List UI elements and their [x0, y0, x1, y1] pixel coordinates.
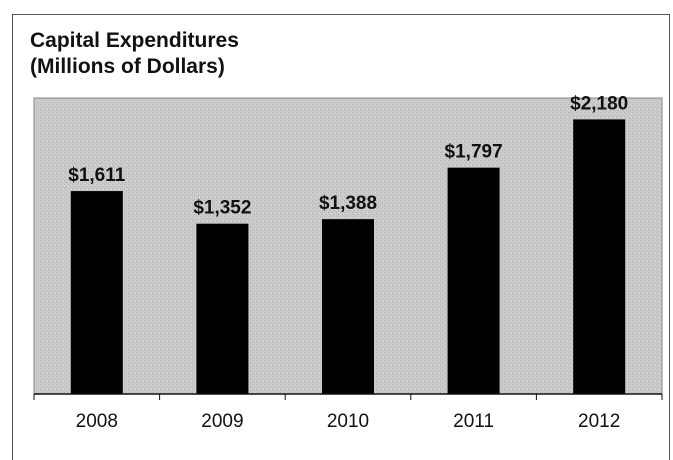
- data-label-2010: $1,388: [319, 193, 377, 214]
- chart-title-line-1: Capital Expenditures: [30, 29, 239, 52]
- chart-frame: [12, 14, 670, 460]
- data-label-2009: $1,352: [193, 198, 251, 219]
- data-label-2008: $1,611: [68, 165, 125, 186]
- data-label-2011: $1,797: [445, 142, 503, 163]
- x-tick-label-2011: 2011: [453, 411, 494, 432]
- bar-2012: [573, 119, 626, 394]
- bar-2008: [70, 191, 123, 394]
- x-tick-label-2009: 2009: [201, 411, 243, 432]
- chart-title-line-2: (Millions of Dollars): [30, 55, 225, 78]
- x-tick-label-2008: 2008: [76, 411, 118, 432]
- data-label-2012: $2,180: [570, 93, 628, 114]
- x-tick-label-2012: 2012: [578, 411, 620, 432]
- chart-title: Capital Expenditures (Millions of Dollar…: [30, 28, 239, 80]
- x-tick-label-2010: 2010: [327, 411, 369, 432]
- bar-2011: [447, 167, 500, 394]
- bar-2009: [196, 223, 249, 394]
- bar-2010: [322, 219, 374, 394]
